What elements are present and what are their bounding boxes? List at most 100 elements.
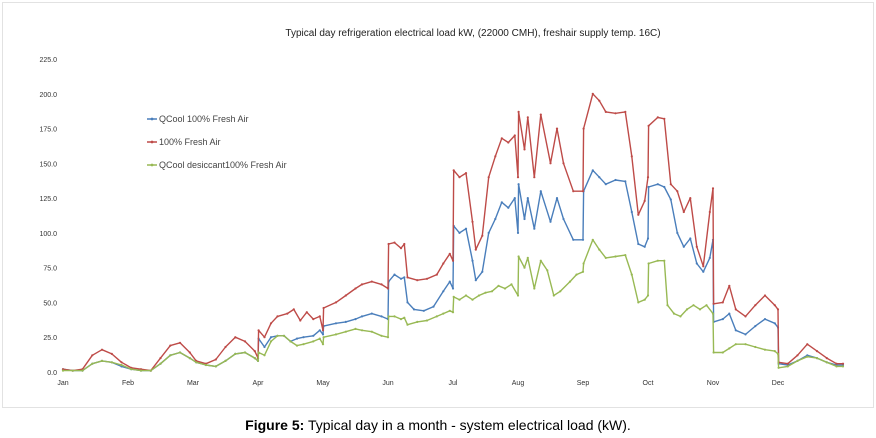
- series-point: [630, 155, 633, 158]
- series-point: [159, 357, 162, 360]
- series-point: [451, 287, 455, 290]
- series-point: [835, 365, 838, 368]
- series-point: [71, 369, 74, 372]
- series-point: [484, 291, 487, 294]
- series-point: [451, 311, 455, 314]
- series-point: [299, 319, 302, 322]
- series-point: [497, 284, 500, 287]
- series-point: [581, 270, 585, 273]
- series-point: [689, 197, 692, 200]
- series-point: [572, 190, 575, 193]
- series-point: [685, 308, 689, 311]
- series-point: [178, 341, 182, 344]
- series-point: [669, 183, 672, 186]
- series-point: [406, 323, 409, 326]
- legend: QCool 100% Fresh Air 100% Fresh Air QCool …: [147, 114, 287, 170]
- y-axis-ticks: 0.0 25.0 50.0 75.0 100.0 125.0 150.0 175.0 200.0…: [39, 57, 57, 377]
- series-point: [526, 197, 529, 200]
- series-point: [344, 294, 347, 297]
- series-point: [276, 315, 279, 318]
- series-point: [448, 309, 451, 312]
- series-point: [474, 248, 477, 251]
- series-point: [452, 169, 455, 172]
- series-point: [318, 329, 321, 332]
- series-point: [698, 308, 702, 311]
- series-point: [360, 315, 364, 318]
- series-line: [62, 93, 843, 372]
- series-point: [425, 319, 429, 322]
- series-point: [334, 301, 338, 304]
- series-point: [61, 369, 65, 372]
- series-point: [257, 351, 260, 354]
- series-point: [302, 336, 305, 339]
- series-point: [321, 329, 325, 332]
- series-point: [406, 301, 409, 304]
- x-tick-label: Aug: [512, 380, 525, 387]
- series-point: [773, 304, 776, 307]
- series-point: [406, 276, 409, 279]
- series-point: [360, 283, 364, 286]
- series-point: [507, 206, 510, 209]
- series-point: [302, 343, 305, 346]
- series-point: [500, 137, 503, 140]
- series-point: [614, 112, 617, 115]
- series-point: [513, 197, 516, 200]
- series-point: [490, 290, 494, 293]
- series-point: [100, 348, 104, 351]
- series-point: [581, 190, 585, 193]
- series-point: [276, 334, 279, 337]
- series-point: [403, 276, 406, 279]
- series-point: [471, 220, 474, 223]
- series-point: [481, 270, 484, 273]
- series-point: [234, 336, 237, 339]
- series-point: [568, 280, 572, 283]
- series-point: [796, 359, 799, 362]
- x-tick-label: Sep: [577, 380, 590, 387]
- series-point: [549, 162, 552, 165]
- series-point: [370, 330, 373, 333]
- legend-label: QCool 100% Fresh Air: [159, 114, 249, 124]
- series-point: [708, 210, 711, 214]
- series-point: [139, 369, 143, 372]
- series-point: [533, 176, 536, 179]
- series-point: [416, 279, 419, 282]
- series-point: [523, 217, 526, 221]
- series-point: [477, 294, 481, 297]
- series-point: [815, 350, 819, 353]
- series-point: [806, 355, 809, 358]
- series-point: [777, 366, 780, 369]
- series-point: [195, 361, 198, 364]
- series-point: [159, 362, 162, 365]
- series-point: [380, 283, 383, 286]
- series-point: [523, 266, 526, 269]
- series-point: [581, 238, 585, 241]
- series-point: [712, 351, 715, 354]
- series-point: [582, 262, 585, 265]
- x-tick-label: Nov: [707, 380, 720, 387]
- series-point: [695, 245, 698, 248]
- series-point: [448, 252, 451, 255]
- y-tick-label: 125.0: [39, 196, 57, 203]
- series-point: [292, 308, 295, 311]
- series-point: [582, 127, 585, 130]
- series-point: [403, 242, 406, 246]
- series-point: [380, 334, 383, 337]
- series-point: [598, 248, 601, 251]
- series-point: [523, 148, 526, 151]
- series-point: [322, 336, 325, 339]
- series-point: [370, 280, 373, 283]
- series-point: [481, 234, 484, 237]
- series-point: [360, 329, 364, 332]
- chart-frame: Typical day refrigeration electrical loa…: [2, 2, 874, 408]
- series-point: [120, 363, 123, 367]
- x-axis-ticks: Jan Feb Mar Apr May Jun Jul Aug Sep Oct Nov Dec: [57, 380, 784, 387]
- series-point: [474, 279, 477, 282]
- legend-marker: [150, 140, 154, 144]
- series-point: [663, 117, 666, 120]
- series-point: [448, 280, 451, 283]
- series-point: [253, 350, 256, 353]
- series-point: [643, 245, 646, 248]
- series-point: [322, 306, 325, 310]
- series-point: [763, 294, 767, 297]
- series-point: [354, 327, 357, 330]
